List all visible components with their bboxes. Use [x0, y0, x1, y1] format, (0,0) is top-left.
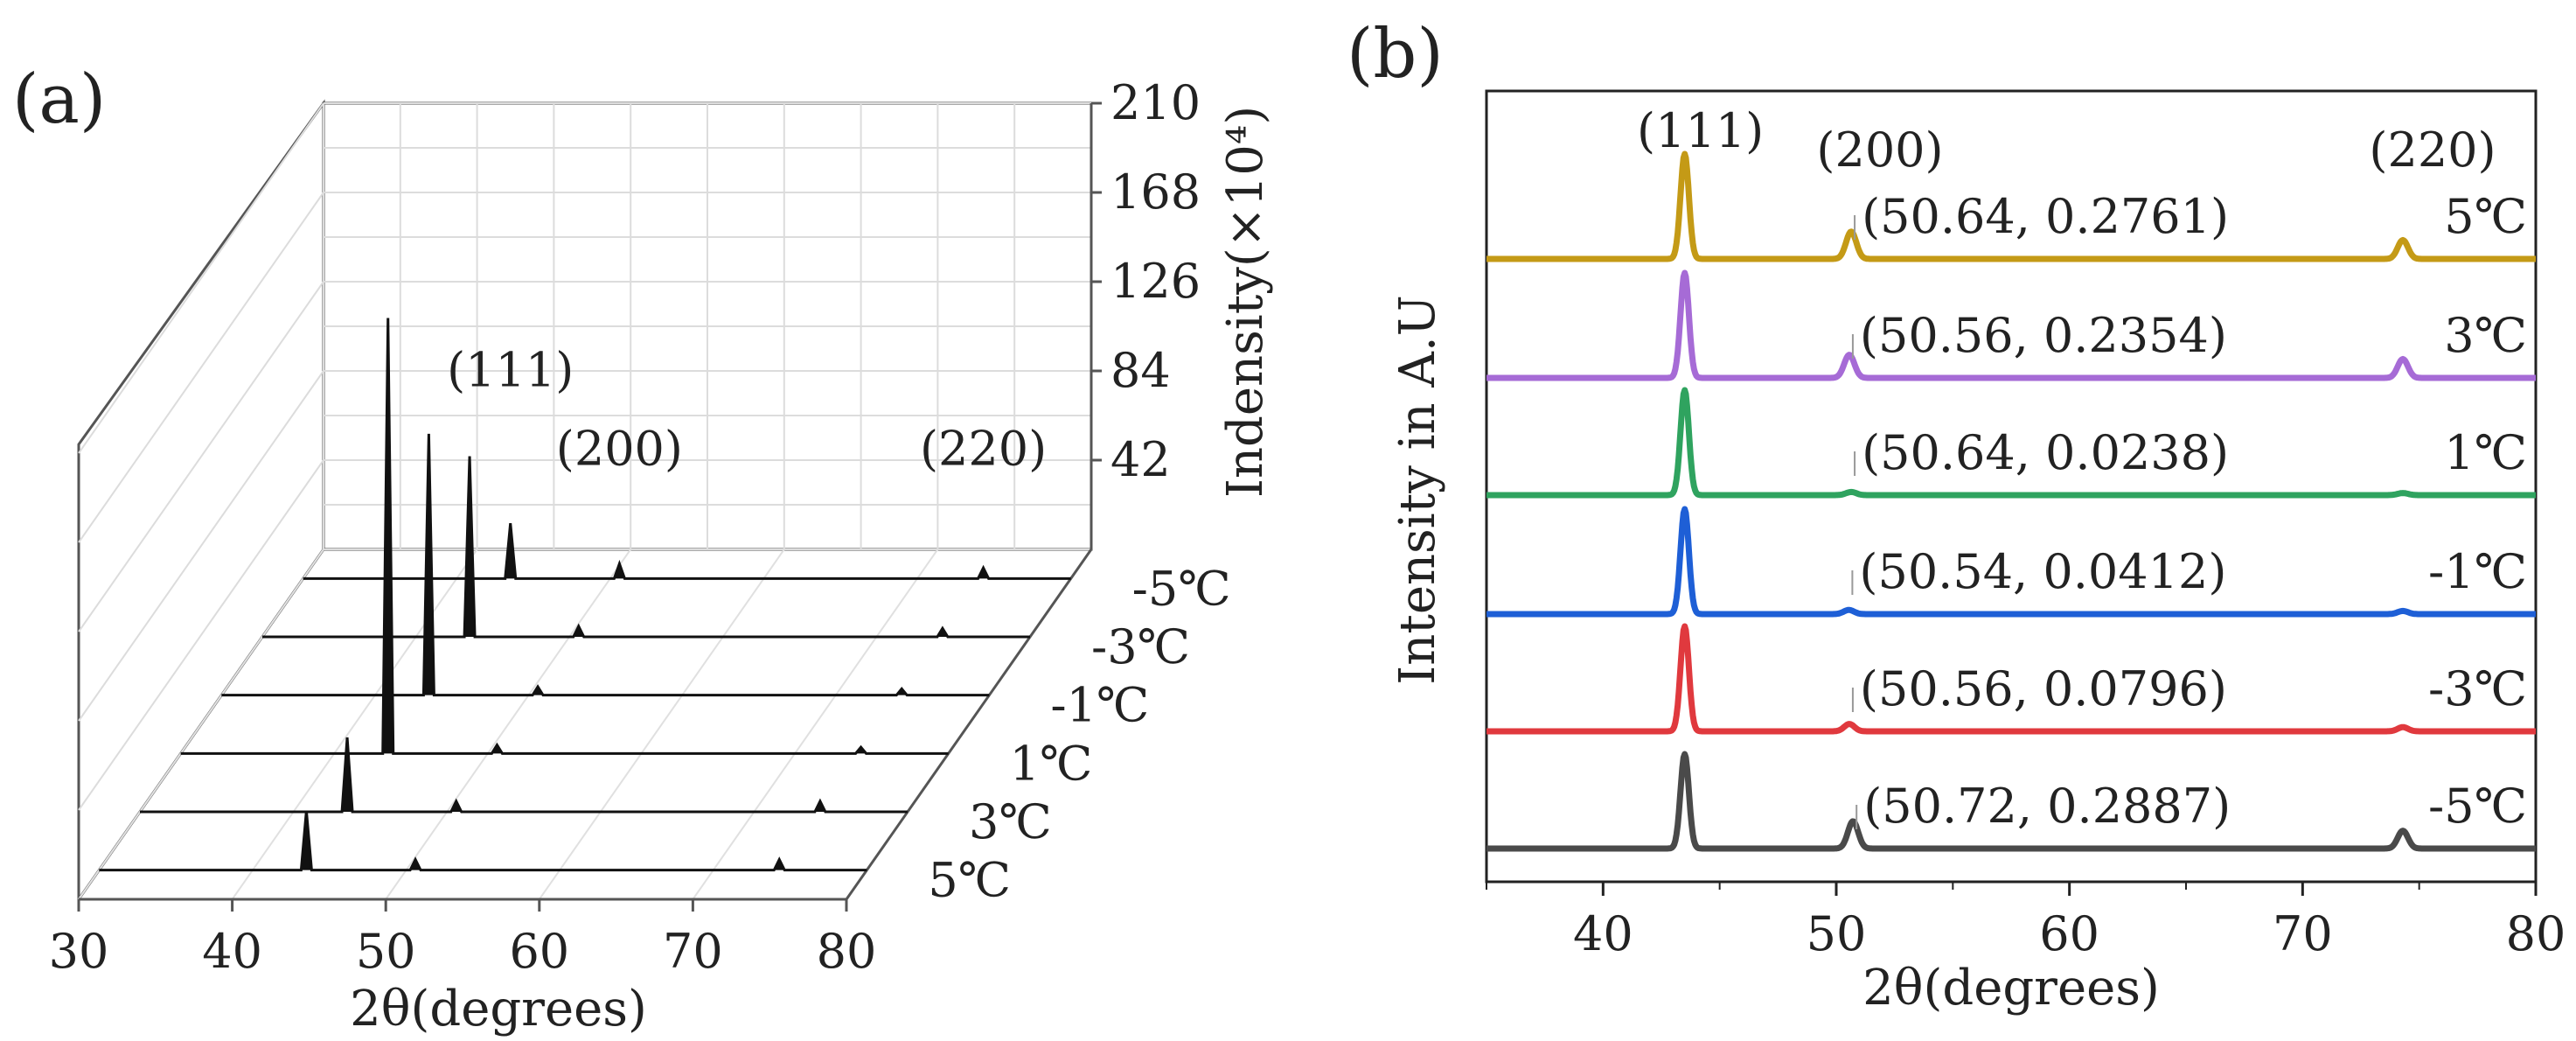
peak-annotation: (50.54, 0.0412): [1859, 544, 2226, 599]
series-label: -5℃: [1132, 561, 1231, 616]
series-label: 3℃: [969, 794, 1052, 849]
x-tick-label: 30: [49, 924, 109, 979]
panel-b-plot-frame: [1485, 89, 2538, 884]
floor-grid-line: [692, 548, 939, 900]
series-label: -3℃: [2428, 661, 2527, 716]
series-line: [140, 737, 908, 814]
peak-label: (200): [1816, 122, 1943, 178]
panel-b-series: [1484, 150, 2538, 852]
series-label: 1℃: [2444, 425, 2527, 480]
series-line: [1484, 751, 2538, 852]
floor-grid-line: [385, 548, 632, 900]
panel-a-floor: [78, 548, 1093, 901]
x-tick-label: 80: [2506, 906, 2566, 961]
z-tick-label: 126: [1110, 254, 1201, 309]
peak-label: (220): [2369, 122, 2496, 178]
series-line: [180, 318, 949, 755]
grid-line: [78, 370, 324, 722]
panel-a-series: -5℃-3℃-1℃1℃3℃5℃: [99, 318, 1231, 908]
panel-b-y-axis-label: Intensity in A.U: [1389, 295, 1446, 685]
z-tick-label: 168: [1110, 164, 1201, 220]
peak-annotation: (220): [920, 421, 1047, 476]
series-line: [1484, 506, 2538, 618]
x-tick-label: 50: [1807, 906, 1867, 961]
x-tick-label: 60: [2039, 906, 2099, 961]
series-label: 5℃: [2444, 189, 2527, 244]
x-tick-label: 50: [356, 924, 416, 979]
series-line: [1484, 150, 2538, 262]
x-tick-label: 60: [509, 924, 569, 979]
x-tick-label: 40: [1573, 906, 1633, 961]
x-tick-label: 70: [2273, 906, 2333, 961]
floor-grid-line: [78, 548, 324, 900]
series-line: [262, 456, 1030, 639]
floor-grid-line: [231, 548, 478, 900]
x-tick-label: 80: [817, 924, 877, 979]
peak-label: (111): [1637, 103, 1764, 158]
panel-a-x-axis-label: 2θ(degrees): [350, 981, 647, 1038]
series-label: -1℃: [2428, 544, 2527, 599]
peak-annotation: (50.56, 0.0796): [1860, 661, 2227, 716]
series-label: 1℃: [1010, 736, 1093, 791]
panel-a-label: (a): [12, 60, 106, 139]
panel-a-side-wall: [77, 99, 325, 904]
peak-annotation: (50.64, 0.2761): [1862, 189, 2229, 244]
grid-line: [78, 459, 324, 811]
panel-a-frame: [77, 99, 1093, 904]
panel-b-labels: (50.64, 0.2761) 5℃ (50.56, 0.2354) 3℃ (50.64…: [1637, 103, 2527, 834]
panel-a-z-axis-label: Indensity(×10⁴): [1217, 106, 1274, 498]
peak-annotation: (50.64, 0.0238): [1862, 425, 2229, 480]
series-label: -3℃: [1091, 619, 1190, 674]
depth-axis-line: [845, 548, 1093, 900]
panel-a: (a) -5℃-3℃-1℃1℃3℃5℃ 30 40 50 60 70 80 42 84 126 1…: [12, 60, 1274, 1038]
grid-line: [78, 102, 324, 454]
series-line: [303, 523, 1071, 580]
panel-b-label: (b): [1347, 15, 1444, 94]
series-line: [1484, 387, 2538, 499]
grid-line: [78, 281, 324, 632]
z-tick-label: 84: [1110, 343, 1171, 398]
series-label: -1℃: [1050, 678, 1149, 733]
panel-a-grid: [78, 102, 1092, 900]
panel-b-ticks: 40 50 60 70 80: [1486, 882, 2566, 961]
x-tick-label: 40: [202, 924, 262, 979]
floor-grid-line: [538, 548, 785, 900]
panel-b-x-axis-label: 2θ(degrees): [1862, 960, 2160, 1017]
series-label: 3℃: [2444, 308, 2527, 363]
series-line: [1484, 623, 2538, 735]
grid-line: [78, 192, 324, 543]
z-tick-label: 210: [1110, 75, 1201, 130]
z-tick-label: 42: [1110, 432, 1171, 487]
panel-a-ticks: 30 40 50 60 70 80 42 84 126 168 210: [49, 75, 1201, 979]
panel-a-annotations: (111) (200) (220): [447, 342, 1047, 476]
series-line: [221, 433, 990, 697]
peak-annotation: (50.56, 0.2354): [1860, 308, 2227, 363]
series-line: [99, 810, 867, 872]
peak-annotation: (111): [447, 342, 574, 397]
peak-annotation: (200): [556, 421, 683, 476]
x-tick-label: 70: [663, 924, 723, 979]
series-label: 5℃: [928, 853, 1011, 908]
peak-annotation: (50.72, 0.2887): [1863, 779, 2231, 834]
panel-b: (b) 40 50 60 70 80 (50.64, 0.2761) 5℃ (50.56, …: [1347, 15, 2566, 1017]
series-label: -5℃: [2428, 779, 2527, 834]
series-line: [1484, 269, 2538, 381]
